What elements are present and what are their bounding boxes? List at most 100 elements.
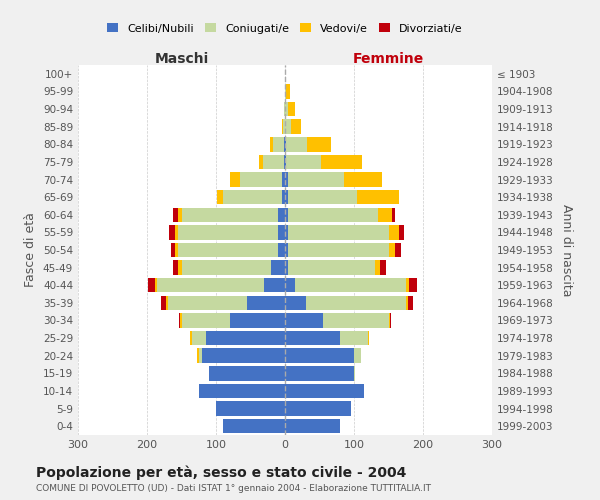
Bar [285,84,286,98]
Bar [286,154,321,169]
Bar [190,331,192,345]
Bar [399,225,404,240]
Bar [175,243,178,257]
Bar [289,225,389,240]
Bar [289,260,374,275]
Bar [273,137,284,152]
Bar [263,154,284,169]
Bar [202,348,285,363]
Bar [270,137,273,152]
Bar [247,296,285,310]
Bar [285,102,289,117]
Bar [223,190,281,204]
Y-axis label: Anni di nascita: Anni di nascita [560,204,573,296]
Bar [289,172,344,186]
Bar [157,278,265,292]
Bar [223,419,285,434]
Bar [380,260,386,275]
Bar [289,208,378,222]
Bar [173,208,178,222]
Bar [178,243,278,257]
Bar [378,208,392,222]
Bar [285,190,289,204]
Bar [285,208,289,222]
Bar [285,260,289,275]
Bar [180,314,182,328]
Bar [321,154,362,169]
Bar [284,154,285,169]
Bar [173,260,178,275]
Bar [285,331,340,345]
Bar [171,243,175,257]
Text: COMUNE DI POVOLETTO (UD) - Dati ISTAT 1° gennaio 2004 - Elaborazione TUTTITALIA.: COMUNE DI POVOLETTO (UD) - Dati ISTAT 1°… [36,484,431,493]
Bar [278,225,285,240]
Bar [169,225,175,240]
Bar [197,348,199,363]
Bar [285,419,340,434]
Bar [285,120,290,134]
Bar [389,225,399,240]
Bar [259,154,263,169]
Bar [408,296,413,310]
Bar [271,260,285,275]
Bar [285,225,289,240]
Bar [240,172,281,186]
Bar [285,296,306,310]
Bar [278,243,285,257]
Bar [168,296,247,310]
Y-axis label: Fasce di età: Fasce di età [25,212,37,288]
Bar [182,260,271,275]
Bar [368,331,369,345]
Bar [281,120,283,134]
Bar [286,84,290,98]
Bar [178,225,278,240]
Bar [175,225,178,240]
Bar [354,366,355,380]
Bar [289,243,389,257]
Bar [281,190,285,204]
Bar [340,331,368,345]
Bar [281,172,285,186]
Bar [285,278,295,292]
Bar [230,314,285,328]
Bar [285,172,289,186]
Bar [192,331,206,345]
Bar [285,348,354,363]
Bar [209,366,285,380]
Bar [166,296,168,310]
Bar [265,278,285,292]
Bar [283,120,285,134]
Bar [217,190,223,204]
Bar [178,208,182,222]
Text: Femmine: Femmine [353,52,424,66]
Text: Popolazione per età, sesso e stato civile - 2004: Popolazione per età, sesso e stato civil… [36,466,406,480]
Bar [354,348,361,363]
Bar [155,278,157,292]
Bar [285,137,286,152]
Legend: Celibi/Nubili, Coniugati/e, Vedovi/e, Divorziati/e: Celibi/Nubili, Coniugati/e, Vedovi/e, Di… [103,19,467,38]
Bar [216,402,285,416]
Text: Maschi: Maschi [154,52,209,66]
Bar [307,137,331,152]
Bar [278,208,285,222]
Bar [148,278,155,292]
Bar [199,384,285,398]
Bar [286,137,307,152]
Bar [406,278,409,292]
Bar [344,172,382,186]
Bar [284,137,285,152]
Bar [409,278,418,292]
Bar [285,366,354,380]
Bar [323,314,389,328]
Bar [285,384,364,398]
Bar [306,296,406,310]
Bar [178,260,182,275]
Bar [395,243,401,257]
Bar [206,331,285,345]
Bar [358,190,399,204]
Bar [295,278,406,292]
Bar [285,243,289,257]
Bar [182,314,230,328]
Bar [285,402,350,416]
Bar [179,314,180,328]
